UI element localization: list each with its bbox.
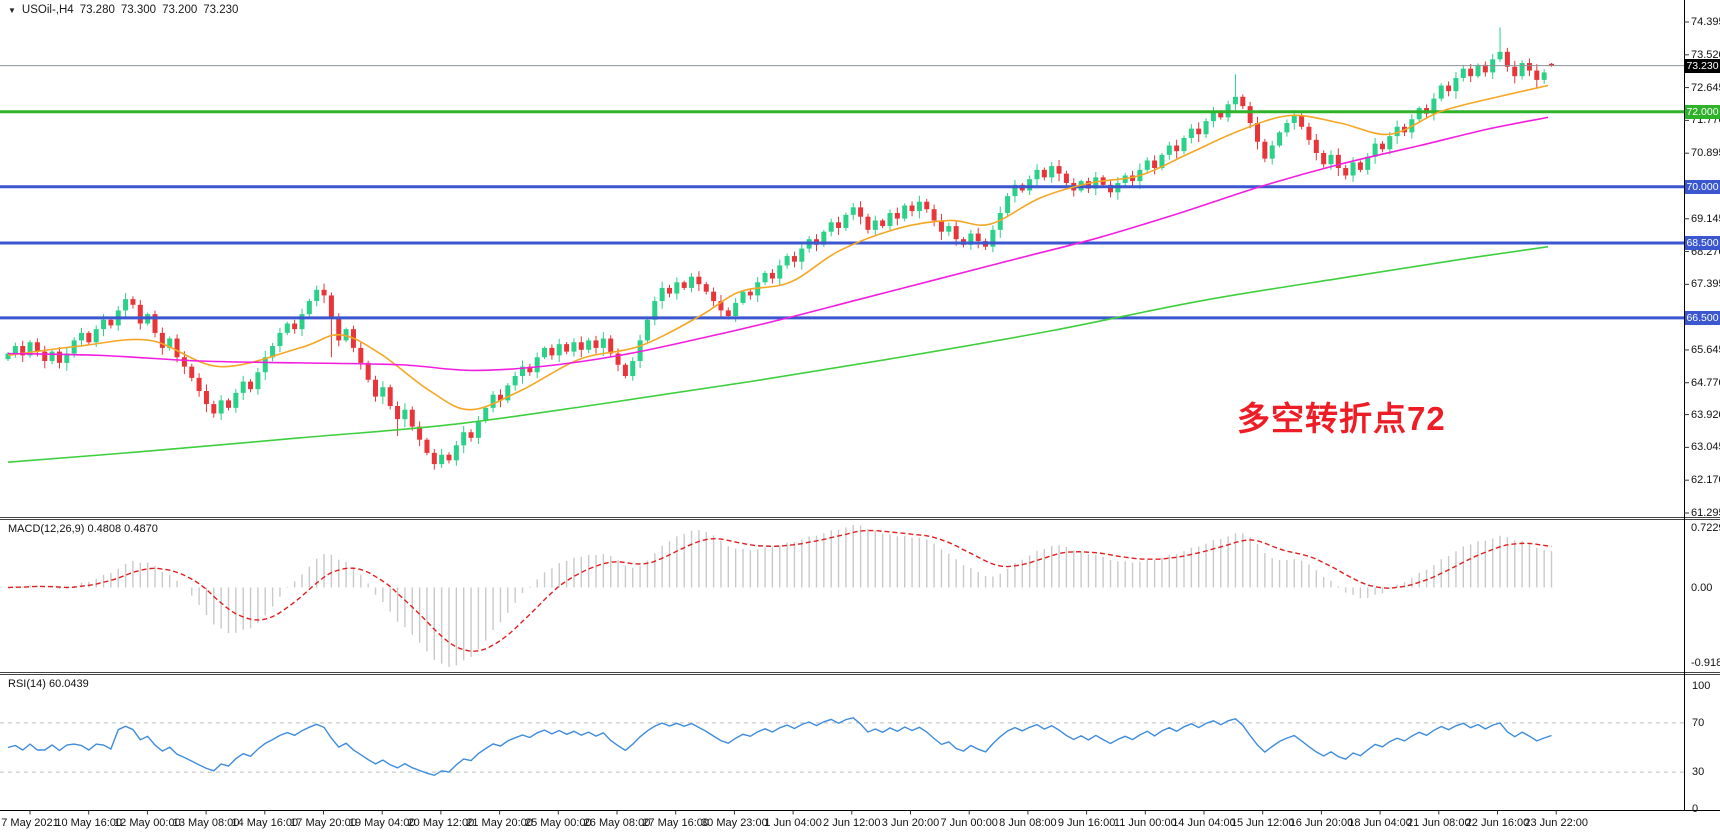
price-tick-label: 72.645: [1691, 81, 1720, 94]
level-price-tag: 66.500: [1685, 310, 1720, 325]
ohlc-open: 73.280: [79, 4, 115, 16]
date-tick-label: 7 May 2021: [1, 817, 59, 829]
chart-annotation-text[interactable]: 多空转折点72: [1237, 400, 1446, 437]
current-price-tag: 73.230: [1685, 58, 1720, 73]
rsi-scale-label: 0: [1692, 803, 1699, 815]
symbol-period-label: USOil-,H4: [21, 4, 74, 16]
date-tick-label: 9 Jun 16:00: [1057, 817, 1116, 829]
symbol-info-bar: ▼ USOil-,H4 73.280 73.300 73.200 73.230: [8, 4, 238, 16]
price-tick-label: 74.395: [1691, 16, 1720, 28]
price-tick-label: 63.045: [1691, 441, 1720, 454]
date-tick-label: 10 May 16:00: [55, 817, 123, 829]
date-tick-label: 22 Jun 16:00: [1465, 817, 1530, 829]
date-tick-label: 15 Jun 12:00: [1230, 817, 1295, 829]
ohlc-low: 73.200: [162, 4, 198, 16]
macd-scale-label: -0.9185: [1691, 657, 1720, 669]
level-price-tag: 68.500: [1685, 235, 1720, 250]
date-tick-label: 18 Jun 04:00: [1348, 817, 1412, 829]
price-tick-label: 62.170: [1691, 474, 1720, 487]
date-tick-label: 20 May 12:00: [407, 817, 475, 829]
date-tick-label: 14 May 16:00: [231, 817, 299, 829]
price-tick-label: 70.895: [1691, 147, 1720, 160]
date-tick-label: 17 May 20:00: [290, 817, 357, 829]
rsi-scale-label: 100: [1692, 680, 1711, 692]
price-tick-label: 61.295: [1691, 506, 1720, 519]
macd-scale-label: 0.00: [1691, 581, 1713, 594]
price-tick-label: 67.395: [1691, 278, 1720, 291]
date-tick-label: 8 Jun 08:00: [999, 817, 1057, 829]
rsi-indicator-label: RSI(14) 60.0439: [8, 678, 89, 690]
collapse-icon[interactable]: ▼: [8, 5, 16, 15]
date-tick-label: 30 May 23:00: [701, 817, 768, 829]
rsi-scale-label: 70: [1692, 716, 1705, 729]
level-price-tag: 70.000: [1685, 179, 1720, 194]
date-tick-label: 23 Jun 22:00: [1524, 817, 1588, 829]
date-tick-label: 13 May 08:00: [172, 817, 240, 829]
price-tick-label: 63.920: [1691, 408, 1720, 421]
date-tick-label: 27 May 16:00: [642, 817, 710, 829]
macd-indicator-label: MACD(12,26,9) 0.4808 0.4870: [8, 523, 158, 535]
price-tick-label: 65.645: [1691, 343, 1720, 356]
date-tick-label: 3 Jun 20:00: [881, 817, 940, 829]
date-tick-label: 7 Jun 00:00: [940, 817, 998, 829]
price-tick-label: 69.145: [1691, 212, 1720, 225]
date-tick-label: 21 Jun 08:00: [1406, 817, 1471, 829]
macd-scale-label: 0.7229: [1691, 522, 1720, 534]
date-tick-label: 12 May 00:00: [114, 817, 181, 829]
ohlc-high: 73.300: [120, 4, 157, 16]
ohlc-close: 73.230: [203, 4, 239, 16]
date-tick-label: 26 May 08:00: [583, 817, 651, 829]
date-tick-label: 1 Jun 04:00: [764, 817, 822, 829]
level-price-tag: 72.000: [1685, 104, 1720, 119]
price-tick-label: 73.520: [1691, 48, 1720, 61]
date-tick-label: 11 Jun 00:00: [1113, 817, 1177, 829]
price-tick-label: 64.770: [1691, 376, 1720, 389]
rsi-scale-label: 30: [1692, 766, 1705, 779]
date-tick-label: 14 Jun 04:00: [1172, 817, 1236, 829]
date-tick-label: 16 Jun 20:00: [1289, 817, 1354, 829]
date-tick-label: 21 May 20:00: [466, 817, 533, 829]
date-tick-label: 25 May 00:00: [524, 817, 592, 829]
date-tick-label: 2 Jun 12:00: [823, 817, 881, 829]
date-tick-label: 19 May 04:00: [348, 817, 416, 829]
